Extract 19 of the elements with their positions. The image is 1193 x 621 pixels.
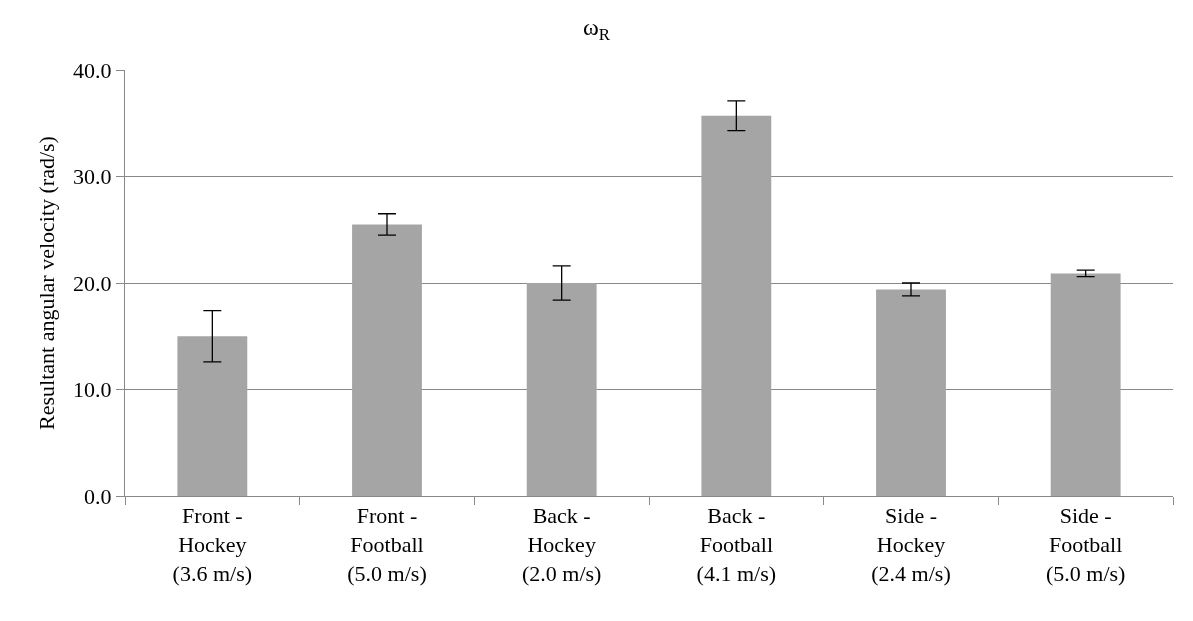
x-tick-label: Back - Football (4.1 m/s)	[696, 503, 777, 586]
chart-title: ω$_{R}$	[583, 14, 611, 45]
x-tick-label: Front - Football (5.0 m/s)	[347, 503, 427, 586]
y-tick-label: 30.0	[73, 164, 112, 190]
bar	[876, 289, 946, 496]
bar	[1050, 273, 1121, 496]
y-axis-title: Resultant angular velocity (rad/s)	[33, 136, 59, 430]
bar	[352, 224, 422, 496]
bar	[701, 115, 772, 496]
x-tick-label: Side - Football (5.0 m/s)	[1045, 503, 1126, 586]
y-tick-label: 40.0	[73, 57, 112, 83]
y-tick-label: 20.0	[73, 270, 112, 296]
bar	[177, 336, 248, 496]
x-tick-label: Back - Hockey (2.0 m/s)	[521, 503, 602, 586]
bar	[526, 283, 597, 496]
y-tick-label: 0.0	[84, 483, 112, 509]
x-tick-label: Front - Hockey (3.6 m/s)	[172, 503, 253, 586]
x-tick-label: Side - Hockey (2.4 m/s)	[871, 503, 951, 586]
y-tick-label: 10.0	[73, 377, 112, 403]
